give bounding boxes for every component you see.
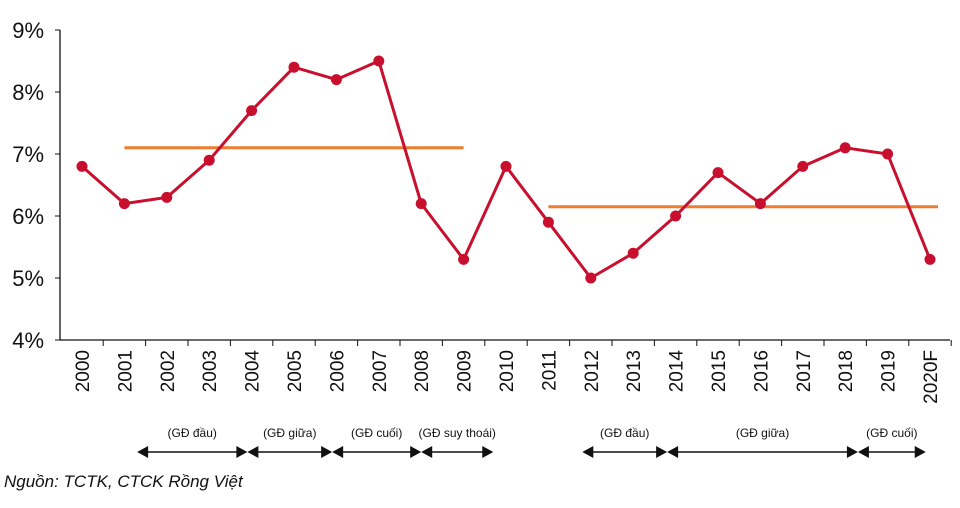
data-point	[712, 167, 724, 179]
phase-label: (GĐ cuối)	[351, 426, 402, 440]
y-tick-label: 4%	[12, 328, 44, 353]
arrow-head-left-icon	[137, 446, 149, 458]
data-point	[797, 160, 809, 172]
x-tick-label: 2002	[158, 350, 179, 392]
data-point	[415, 198, 427, 210]
x-tick-label: 2017	[794, 350, 815, 392]
data-point	[76, 160, 88, 172]
data-point	[161, 191, 173, 203]
phase-label: (GĐ suy thoái)	[419, 426, 496, 440]
x-tick-label: 2011	[539, 350, 560, 391]
arrow-head-right-icon	[236, 446, 248, 458]
data-point	[203, 154, 215, 166]
x-tick-label: 2007	[370, 350, 391, 392]
source-note: Nguồn: TCTK, CTCK Rồng Việt	[4, 472, 243, 491]
data-point	[585, 272, 597, 284]
y-tick-label: 5%	[12, 266, 44, 291]
x-tick-label: 2009	[455, 350, 476, 392]
arrow-head-right-icon	[410, 446, 422, 458]
phase-label: (GĐ đầu)	[600, 426, 649, 440]
arrow-head-left-icon	[247, 446, 259, 458]
arrow-head-left-icon	[332, 446, 344, 458]
data-point	[458, 253, 470, 265]
arrow-head-right-icon	[914, 446, 926, 458]
x-tick-label: 2018	[836, 350, 857, 392]
x-tick-label: 2005	[285, 350, 306, 392]
x-tick-label: 2000	[73, 350, 94, 392]
data-point	[330, 74, 342, 86]
data-point	[839, 142, 851, 154]
x-tick-label: 2016	[751, 350, 772, 392]
phase-label: (GĐ giữa)	[263, 426, 316, 440]
x-tick-label: 2006	[327, 350, 348, 392]
x-tick-label: 2013	[624, 350, 645, 392]
x-tick-label: 2020F	[921, 350, 942, 404]
data-point	[118, 198, 130, 210]
phase-label: (GĐ đầu)	[168, 426, 217, 440]
y-tick-label: 6%	[12, 204, 44, 229]
x-tick-label: 2012	[582, 350, 603, 392]
arrow-head-right-icon	[846, 446, 858, 458]
data-point	[246, 105, 258, 117]
arrow-head-right-icon	[482, 446, 494, 458]
data-point	[882, 148, 894, 160]
y-tick-label: 9%	[12, 18, 44, 43]
arrow-head-left-icon	[667, 446, 679, 458]
data-point	[924, 253, 936, 265]
data-point	[627, 247, 639, 259]
arrow-head-right-icon	[656, 446, 668, 458]
data-point	[754, 198, 766, 210]
x-tick-label: 2010	[497, 350, 518, 392]
x-tick-label: 2019	[879, 350, 900, 392]
x-tick-label: 2015	[709, 350, 730, 392]
data-point	[542, 216, 554, 228]
y-tick-label: 7%	[12, 142, 44, 167]
data-point	[500, 160, 512, 172]
x-tick-label: 2003	[200, 350, 221, 392]
x-tick-label: 2001	[115, 350, 136, 392]
data-point	[288, 61, 300, 73]
data-point	[373, 55, 385, 67]
x-tick-label: 2014	[667, 350, 688, 393]
arrow-head-right-icon	[321, 446, 333, 458]
arrow-head-left-icon	[582, 446, 594, 458]
arrow-head-left-icon	[421, 446, 433, 458]
arrow-head-left-icon	[857, 446, 869, 458]
y-tick-label: 8%	[12, 80, 44, 105]
phase-label: (GĐ giữa)	[736, 426, 789, 440]
x-tick-label: 2008	[412, 350, 433, 392]
x-tick-label: 2004	[243, 350, 264, 393]
phase-label: (GĐ cuối)	[866, 426, 917, 440]
data-point	[670, 210, 682, 222]
